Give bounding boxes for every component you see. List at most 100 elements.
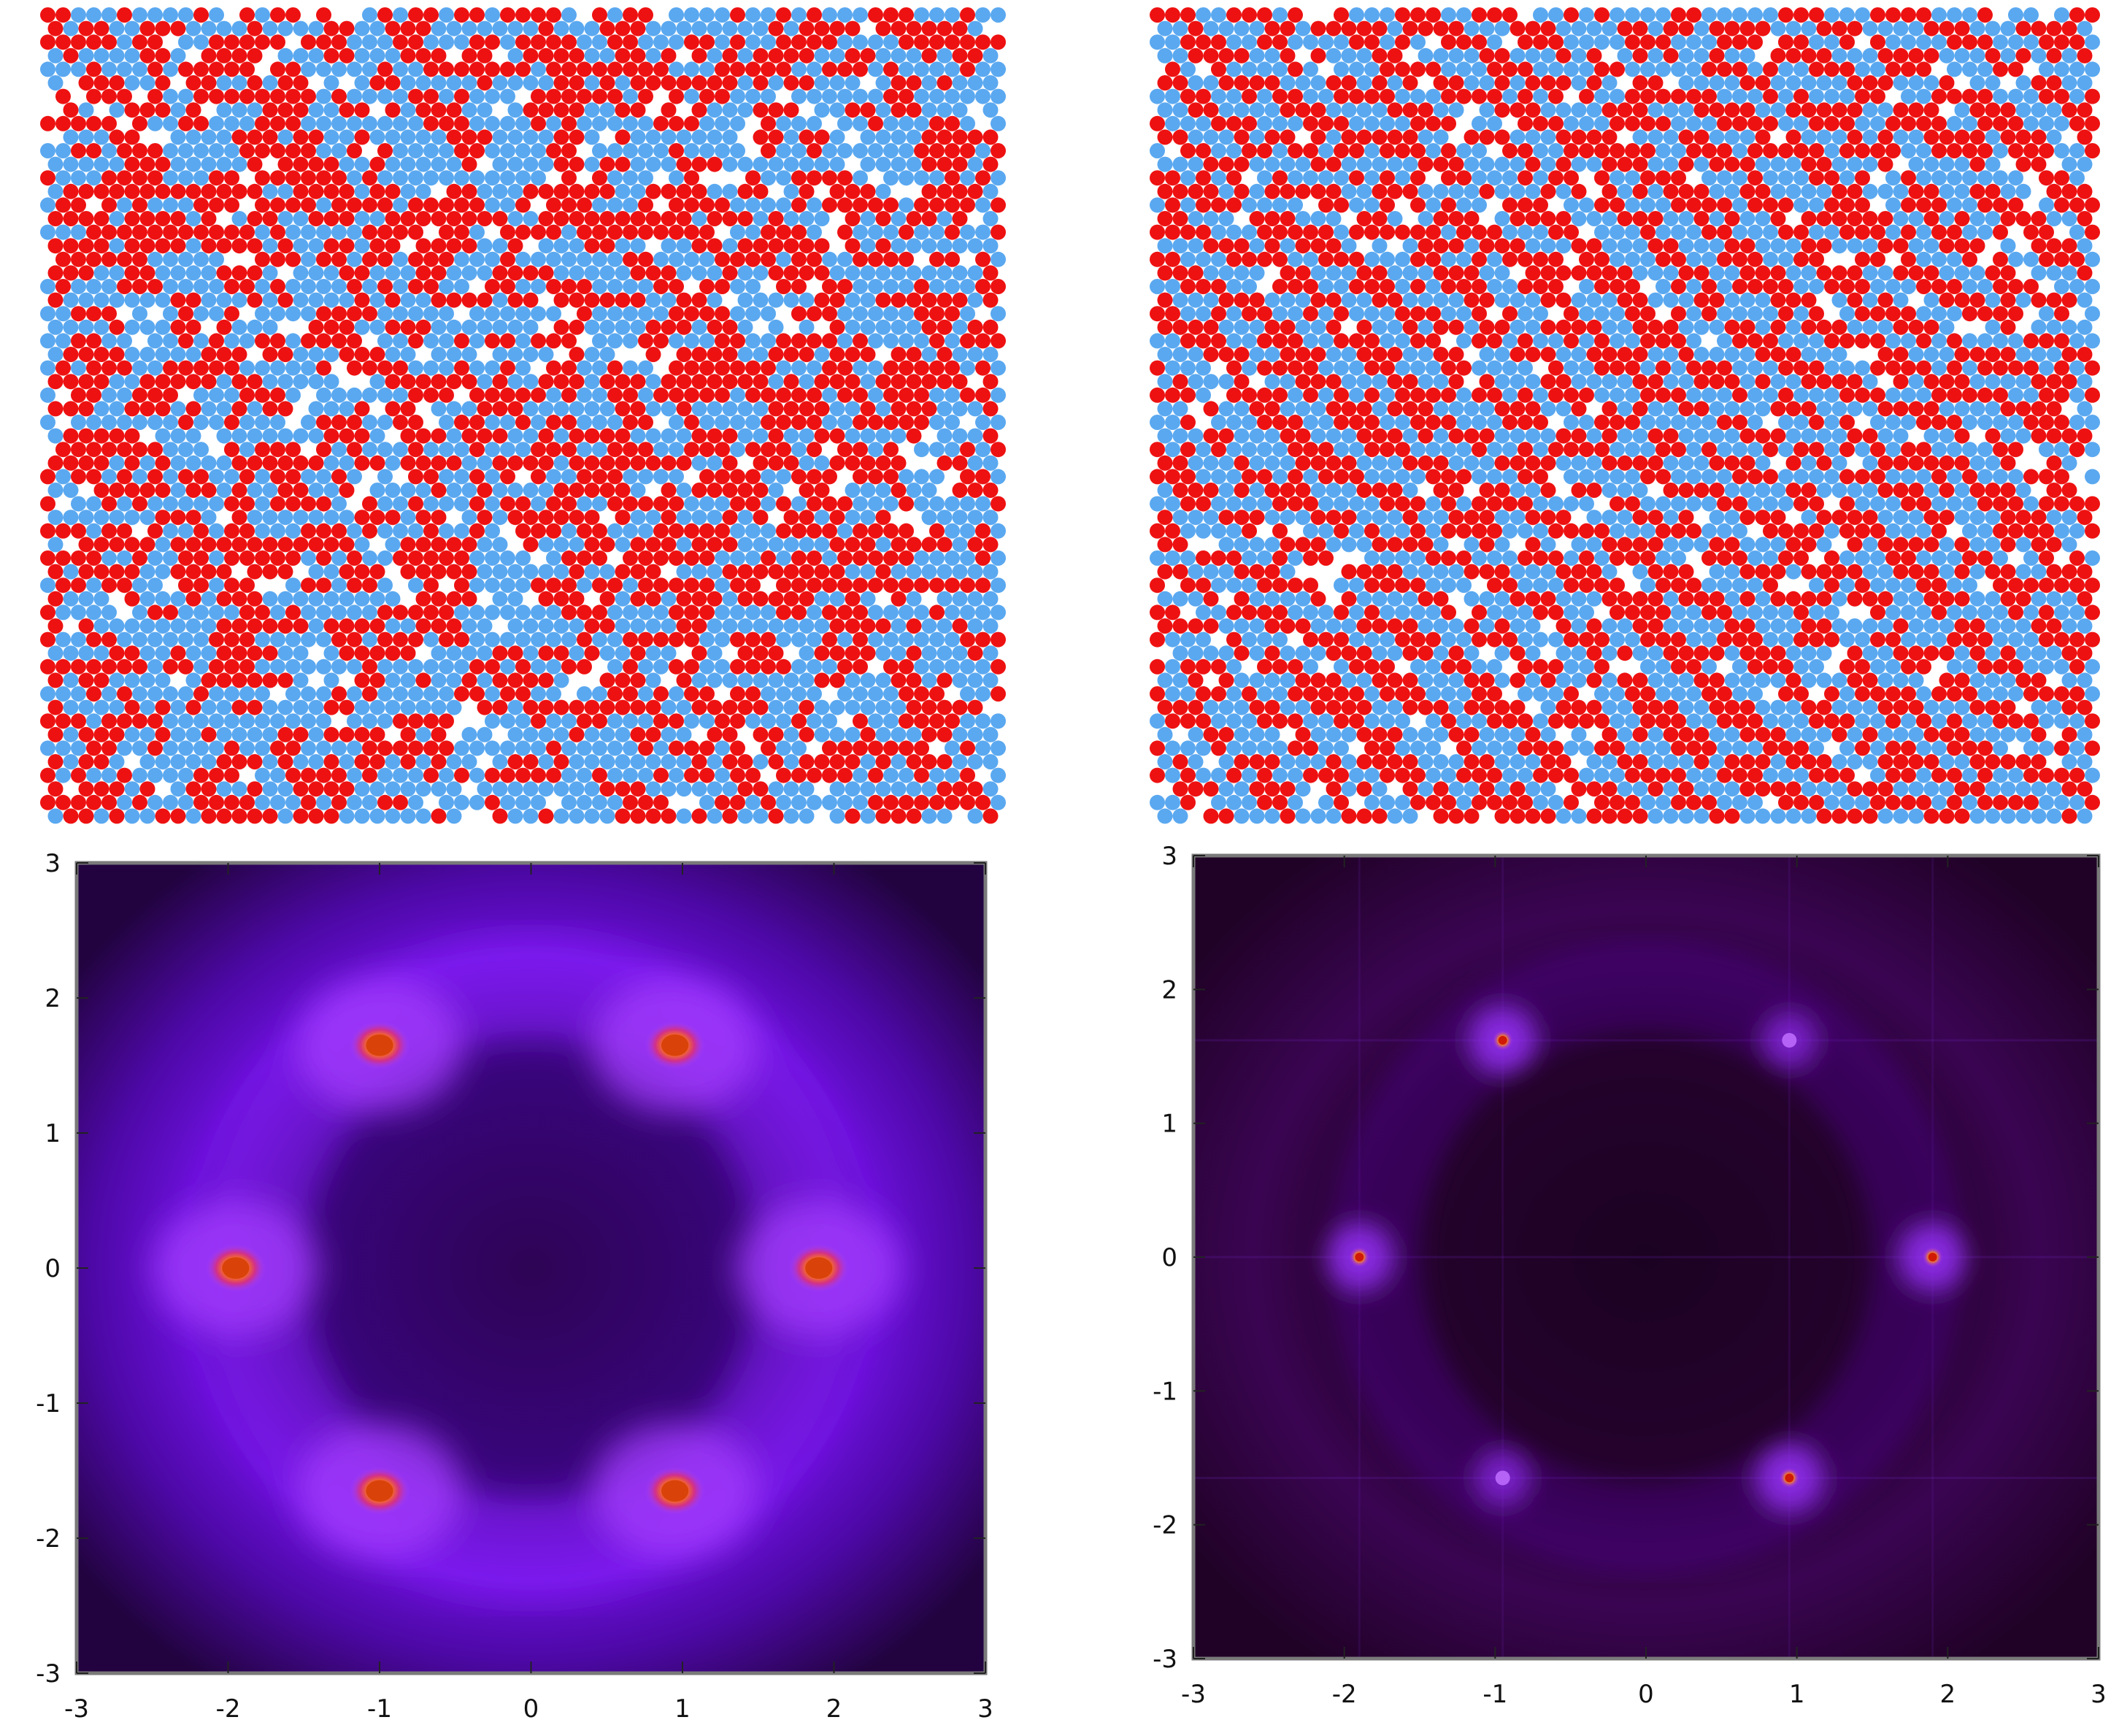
particle [669, 360, 684, 376]
particle [523, 156, 539, 172]
particle [354, 347, 370, 362]
particle [1571, 20, 1587, 37]
particle [301, 631, 316, 648]
particle [1150, 170, 1165, 186]
particle [661, 483, 677, 498]
particle [446, 672, 462, 688]
particle [301, 61, 316, 77]
particle [1448, 211, 1464, 226]
particle [891, 238, 907, 254]
particle [1288, 279, 1303, 294]
particle [607, 224, 623, 240]
particle [1763, 115, 1778, 131]
particle [239, 577, 255, 594]
particle [868, 61, 883, 77]
particle [1632, 265, 1648, 281]
particle [891, 808, 907, 824]
particle [829, 754, 845, 769]
particle [653, 604, 669, 621]
particle [224, 333, 239, 349]
particle [607, 740, 623, 756]
particle [638, 415, 653, 430]
particle [1448, 238, 1464, 254]
particle [722, 238, 738, 254]
particle [1188, 347, 1204, 362]
particle [1303, 61, 1318, 77]
particle [1617, 211, 1633, 226]
particle [1824, 197, 1839, 213]
particle [707, 510, 723, 526]
particle [362, 34, 377, 50]
particle [71, 469, 86, 485]
particle [737, 75, 753, 91]
particle [1341, 347, 1357, 362]
particle [1686, 306, 1701, 322]
particle [523, 618, 539, 634]
particle [1793, 34, 1809, 50]
particle [937, 319, 953, 335]
particle [921, 537, 937, 553]
particle [945, 713, 960, 729]
particle [1218, 183, 1234, 199]
particle [638, 713, 653, 729]
particle [645, 75, 661, 91]
particle [1372, 20, 1388, 37]
particle [1288, 224, 1303, 240]
particle [323, 156, 339, 172]
particle [415, 129, 431, 145]
particle [369, 510, 385, 526]
particle [201, 129, 217, 145]
particle [117, 577, 132, 594]
particle [599, 781, 615, 797]
particle [124, 699, 140, 715]
particle [807, 496, 822, 512]
particle [952, 455, 968, 471]
particle [875, 374, 891, 390]
particle [285, 577, 301, 594]
particle [170, 238, 186, 254]
particle [93, 483, 109, 498]
particle [1180, 88, 1196, 104]
particle [507, 510, 523, 526]
particle [461, 292, 477, 308]
particle [1686, 7, 1701, 23]
particle [1341, 156, 1357, 172]
particle [277, 238, 293, 254]
particle [1418, 265, 1434, 281]
particle [883, 523, 899, 539]
particle [109, 211, 125, 226]
particle [415, 75, 431, 91]
particle [1739, 20, 1755, 37]
particle [2039, 115, 2054, 131]
particle [899, 197, 914, 213]
particle [538, 591, 554, 607]
particle [1877, 292, 1893, 308]
particle [155, 211, 171, 226]
particle [1640, 115, 1655, 131]
particle [93, 319, 109, 335]
particle [231, 591, 247, 607]
particle [1264, 75, 1280, 91]
particle [531, 523, 546, 539]
particle [623, 115, 638, 131]
particle [423, 523, 439, 539]
particle [1150, 251, 1165, 267]
particle [807, 415, 822, 430]
particle [377, 360, 393, 376]
particle [316, 115, 331, 131]
particle [691, 591, 707, 607]
particle [645, 347, 661, 362]
particle [538, 754, 554, 769]
particle [1763, 143, 1778, 158]
particle [829, 564, 845, 580]
particle [814, 618, 830, 634]
particle [239, 469, 255, 485]
particle [1433, 156, 1449, 172]
particle [623, 767, 638, 783]
particle [814, 292, 830, 308]
particle [1625, 115, 1640, 131]
particle [224, 767, 239, 783]
particle [1372, 102, 1388, 118]
particle [1678, 102, 1694, 118]
particle [1586, 265, 1602, 281]
